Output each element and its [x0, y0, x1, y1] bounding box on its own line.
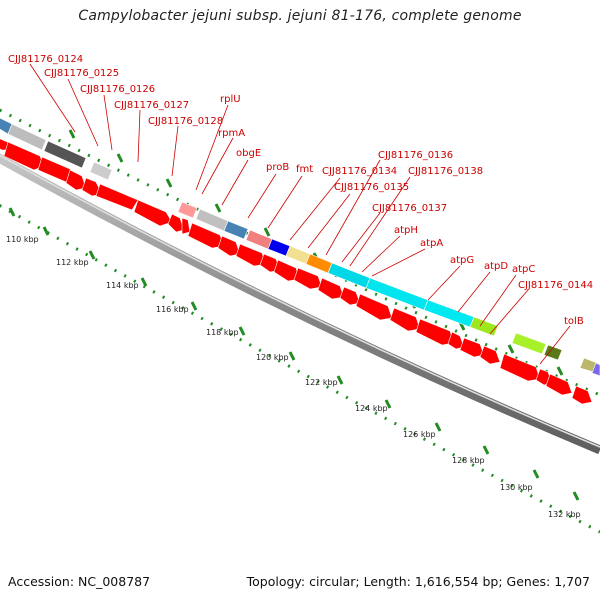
gene-label: CJJ81176_0126 [80, 84, 155, 95]
gene-label: CJJ81176_0137 [372, 203, 447, 214]
tick-label: 130 kbp [500, 483, 533, 492]
scale-labels: 110 kbp 112 kbp 114 kbp 116 kbp 118 kbp … [6, 235, 581, 519]
map-title: Campylobacter jejuni subsp. jejuni 81-17… [78, 8, 522, 24]
gene-label: tolB [564, 316, 584, 327]
gene-label: rpmA [218, 128, 245, 139]
tick-label: 116 kbp [156, 305, 189, 314]
gene-label: CJJ81176_0134 [322, 166, 397, 177]
gene-label: proB [266, 162, 289, 173]
gene-label: atpH [394, 225, 418, 236]
gene-label: CJJ81176_0144 [518, 280, 593, 291]
feature-track [0, 117, 600, 377]
tick-label: 120 kbp [256, 353, 289, 362]
genome-backbone [0, 153, 600, 455]
gene-label: fmt [296, 164, 313, 175]
gene-label: atpG [450, 255, 474, 266]
outer-major-ticks [68, 129, 564, 376]
gene-label: CJJ81176_0135 [334, 182, 409, 193]
tick-label: 124 kbp [355, 404, 388, 413]
gene-labels: CJJ81176_0124 CJJ81176_0125 CJJ81176_012… [8, 54, 593, 327]
gene-label: atpC [512, 264, 535, 275]
tick-label: 128 kbp [452, 456, 485, 465]
genome-summary-text: Topology: circular; Length: 1,616,554 bp… [246, 574, 590, 589]
arrow-track [0, 138, 593, 405]
tick-label: 122 kbp [305, 378, 338, 387]
gene-label: CJJ81176_0127 [114, 100, 189, 111]
gene-label: atpA [420, 238, 443, 249]
tick-label: 132 kbp [548, 510, 581, 519]
gene-label: CJJ81176_0136 [378, 150, 453, 161]
tick-label: 118 kbp [206, 328, 239, 337]
inner-scale-track [0, 203, 600, 534]
tick-label: 126 kbp [403, 430, 436, 439]
tick-label: 110 kbp [6, 235, 39, 244]
inner-major-ticks [8, 207, 580, 501]
gene-label: CJJ81176_0124 [8, 54, 83, 65]
leader-lines [29, 63, 571, 365]
gene-label: obgE [236, 148, 261, 159]
accession-text: Accession: NC_008787 [8, 574, 151, 589]
gene-label: CJJ81176_0125 [44, 68, 119, 79]
gene-label: CJJ81176_0138 [408, 166, 483, 177]
gene-label: CJJ81176_0128 [148, 116, 223, 127]
gene-label: atpD [484, 261, 508, 272]
gene-label: rplU [220, 94, 241, 105]
tick-label: 112 kbp [56, 258, 89, 267]
tick-label: 114 kbp [106, 281, 139, 290]
